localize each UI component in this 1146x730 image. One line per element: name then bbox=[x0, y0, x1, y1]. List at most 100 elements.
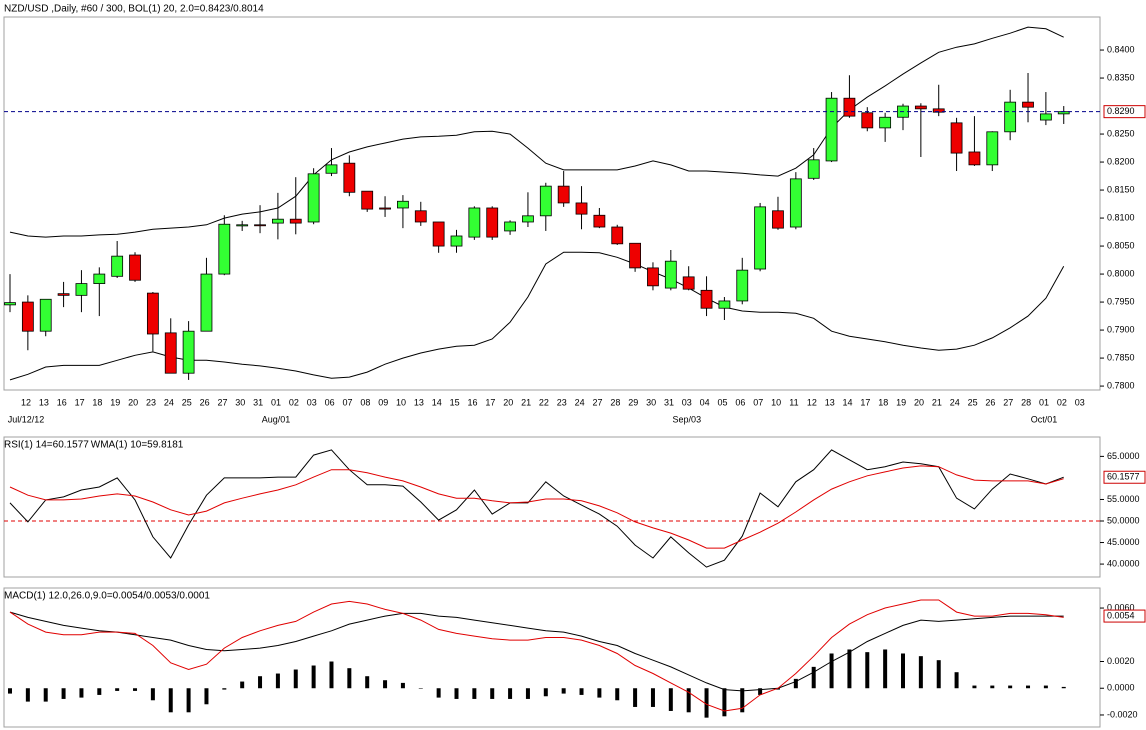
x-tick-label: 01 bbox=[271, 397, 281, 407]
x-tick-label: 12 bbox=[21, 397, 31, 407]
candle-body bbox=[557, 185, 570, 204]
y-tick-label: 0.8100 bbox=[1107, 212, 1135, 222]
histogram-bar bbox=[240, 681, 245, 689]
histogram-bar bbox=[829, 653, 834, 689]
y-tick-label: 0.8200 bbox=[1107, 156, 1135, 166]
candle-body bbox=[486, 207, 499, 238]
candle-body bbox=[843, 97, 856, 117]
y-tick-label: 0.8000 bbox=[1107, 268, 1135, 278]
x-period-label: Sep/03 bbox=[673, 414, 702, 424]
x-tick-label: 03 bbox=[1075, 397, 1085, 407]
histogram-bar bbox=[615, 688, 620, 701]
histogram-bar bbox=[990, 685, 995, 689]
histogram-bar bbox=[579, 688, 584, 695]
x-tick-label: 13 bbox=[825, 397, 835, 407]
candle-body bbox=[575, 202, 588, 215]
candle-body bbox=[950, 122, 963, 154]
x-tick-label: 27 bbox=[217, 397, 227, 407]
histogram-bar bbox=[775, 688, 780, 690]
candle-body bbox=[522, 215, 534, 223]
histogram-bar bbox=[793, 678, 798, 689]
candle-body bbox=[57, 293, 70, 296]
x-tick-label: 26 bbox=[200, 397, 210, 407]
x-tick-label: 02 bbox=[1057, 397, 1067, 407]
x-tick-label: 27 bbox=[593, 397, 603, 407]
x-tick-label: 23 bbox=[146, 397, 156, 407]
x-tick-label: 29 bbox=[628, 397, 638, 407]
x-tick-label: 22 bbox=[539, 397, 549, 407]
candle-body bbox=[772, 210, 784, 229]
histogram-bar bbox=[436, 688, 441, 698]
candle-body bbox=[200, 273, 213, 332]
x-tick-label: 18 bbox=[878, 397, 888, 407]
histogram-bar bbox=[383, 680, 388, 689]
y-tick-label: 0.0020 bbox=[1107, 656, 1135, 666]
histogram-bar bbox=[222, 688, 227, 690]
x-period-label: Aug/01 bbox=[262, 414, 291, 424]
candle-body bbox=[879, 116, 892, 129]
histogram-bar bbox=[918, 656, 923, 689]
y-tick-label: 50.0000 bbox=[1107, 515, 1140, 525]
x-tick-label: 20 bbox=[128, 397, 138, 407]
x-tick-label: 17 bbox=[75, 397, 85, 407]
x-period-label: Oct/01 bbox=[1031, 414, 1058, 424]
histogram-bar bbox=[954, 672, 959, 689]
candle-body bbox=[432, 221, 445, 247]
x-tick-label: 20 bbox=[914, 397, 924, 407]
x-tick-label: 01 bbox=[1039, 397, 1049, 407]
candle-body bbox=[146, 292, 159, 335]
candle-body bbox=[664, 260, 677, 289]
x-tick-label: 31 bbox=[664, 397, 674, 407]
histogram-bar bbox=[8, 688, 12, 694]
histogram-bar bbox=[1026, 685, 1031, 689]
histogram-bar bbox=[936, 660, 941, 689]
panel-frame bbox=[3, 436, 1101, 578]
macd-line bbox=[9, 599, 1064, 712]
candle-body bbox=[414, 210, 427, 223]
x-tick-label: 30 bbox=[646, 397, 656, 407]
x-tick-label: 19 bbox=[896, 397, 906, 407]
candle-body bbox=[682, 276, 695, 290]
y-tick-label: 0.0060 bbox=[1107, 602, 1135, 612]
candle-body bbox=[129, 254, 141, 281]
candle-body bbox=[361, 190, 374, 210]
x-tick-label: 28 bbox=[610, 397, 620, 407]
x-tick-label: 21 bbox=[521, 397, 531, 407]
histogram-bar bbox=[1043, 685, 1048, 689]
candle-body bbox=[647, 267, 659, 287]
candle-body bbox=[397, 200, 409, 209]
x-tick-label: 10 bbox=[396, 397, 406, 407]
histogram-bar bbox=[79, 688, 84, 698]
x-tick-label: 26 bbox=[985, 397, 995, 407]
x-tick-label: 06 bbox=[735, 397, 745, 407]
candle-body bbox=[111, 255, 124, 277]
histogram-bar bbox=[61, 688, 66, 699]
histogram-bar bbox=[490, 688, 495, 699]
candle-body bbox=[271, 218, 284, 224]
histogram-bar bbox=[400, 682, 405, 689]
x-tick-label: 17 bbox=[860, 397, 870, 407]
last-value-label: 0.8290 bbox=[1107, 106, 1135, 116]
x-period-label: Jul/12/12 bbox=[8, 414, 45, 424]
x-tick-label: 18 bbox=[92, 397, 102, 407]
x-tick-label: 16 bbox=[57, 397, 67, 407]
panel-frame bbox=[3, 587, 1101, 728]
histogram-bar bbox=[186, 688, 191, 713]
histogram-bar bbox=[204, 688, 209, 705]
x-tick-label: 24 bbox=[164, 397, 174, 407]
candle-body bbox=[93, 273, 106, 284]
y-tick-label: 45.0000 bbox=[1107, 537, 1140, 547]
candle-body bbox=[4, 302, 16, 306]
bollinger-band bbox=[9, 26, 1064, 238]
histogram-bar bbox=[150, 688, 155, 701]
last-value-box bbox=[1103, 105, 1146, 119]
candle-body bbox=[379, 207, 391, 210]
macd-line bbox=[9, 611, 1064, 692]
x-tick-label: 28 bbox=[1021, 397, 1031, 407]
candle-body bbox=[629, 242, 641, 269]
histogram-bar bbox=[1008, 685, 1013, 689]
candle-body bbox=[789, 178, 802, 228]
histogram-bar bbox=[311, 665, 316, 689]
x-tick-label: 25 bbox=[182, 397, 192, 407]
x-tick-label: 24 bbox=[950, 397, 960, 407]
